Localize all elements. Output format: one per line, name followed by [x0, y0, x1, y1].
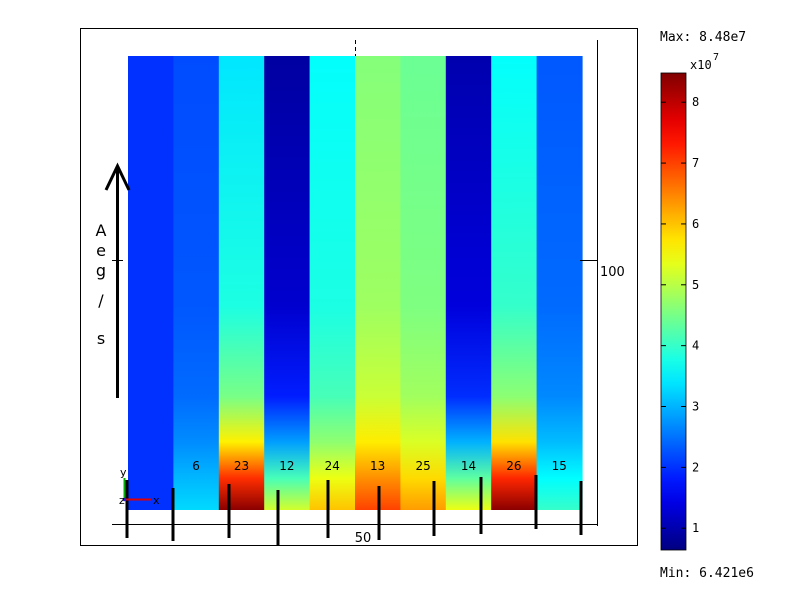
colorbar-tick-label: 2 — [692, 460, 699, 474]
annotation-letter: e — [96, 241, 106, 260]
colorbar-exponent-base: x10 — [690, 58, 712, 72]
x-tick-label: 50 — [355, 531, 372, 546]
heatmap-column — [173, 56, 220, 510]
colorbar-ticks: 1 2 3 4 5 6 7 8 — [661, 95, 699, 535]
colorbar-tick-label: 4 — [692, 339, 699, 353]
column-label: 26 — [506, 459, 521, 473]
column-label: 23 — [234, 459, 249, 473]
column-label: 24 — [325, 459, 340, 473]
heatmap-field — [128, 56, 583, 510]
colorbar-gradient — [660, 72, 687, 551]
heatmap-column — [445, 56, 492, 510]
column-label: 14 — [461, 459, 476, 473]
triad-x-label: x — [153, 494, 160, 507]
heatmap-column — [128, 56, 174, 510]
axis-triad-icon: y x z — [119, 466, 160, 507]
column-label: 15 — [552, 459, 567, 473]
triad-y-label: y — [120, 466, 127, 479]
up-arrow-head-icon — [104, 162, 131, 191]
column-label: 25 — [415, 459, 430, 473]
colorbar: Max: 8.48e7 x10 7 1 2 3 4 5 6 7 8 Min: 6.421e6 — [660, 30, 754, 581]
colorbar-tick-label: 6 — [692, 217, 699, 231]
column-label: 6 — [192, 459, 200, 473]
annotation-letter: A — [96, 221, 107, 240]
heatmap-column — [264, 56, 311, 510]
heatmap-column — [218, 56, 265, 510]
axis-box — [112, 40, 598, 526]
heatmap-column — [536, 56, 583, 510]
colorbar-max-label: Max: 8.48e7 — [660, 30, 746, 45]
colorbar-tick-label: 1 — [692, 521, 699, 535]
column-label: 13 — [370, 459, 385, 473]
triad-z-label: z — [119, 494, 125, 507]
column-labels: 6 23 12 24 13 25 14 26 15 — [192, 459, 567, 473]
heatmap-column — [491, 56, 538, 510]
annotation-letter: g — [96, 261, 106, 280]
heatmap-column — [355, 56, 401, 510]
colorbar-exponent-power: 7 — [713, 52, 719, 63]
annotation-letter: s — [97, 329, 105, 348]
colorbar-tick-label: 3 — [692, 400, 699, 414]
column-label: 12 — [279, 459, 294, 473]
heatmap-column — [309, 56, 356, 510]
y-tick-label: 100 — [600, 265, 625, 280]
colorbar-tick-label: 7 — [692, 156, 699, 170]
colorbar-tick-label: 5 — [692, 278, 699, 292]
annotation-letter: / — [98, 291, 104, 310]
column-posts — [125, 475, 583, 545]
axis-annotation: A e g / s — [96, 162, 131, 398]
heatmap-column — [400, 56, 447, 510]
colorbar-tick-label: 8 — [692, 95, 699, 109]
colorbar-min-label: Min: 6.421e6 — [660, 566, 754, 581]
